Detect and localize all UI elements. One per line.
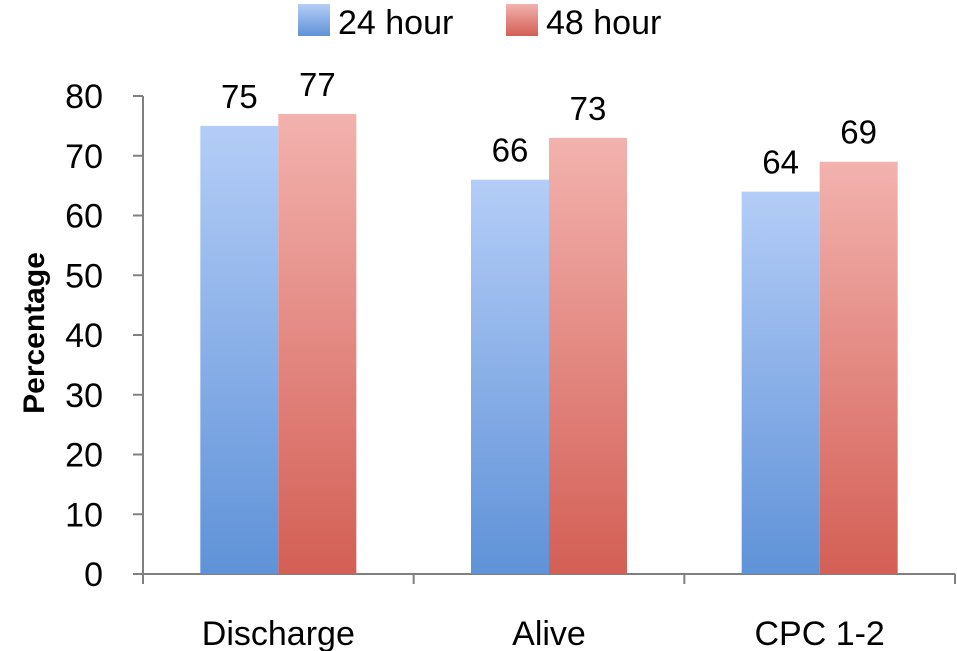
- y-tick-label: 10: [65, 496, 103, 534]
- data-label: 66: [492, 132, 529, 169]
- y-tick-label: 0: [84, 556, 103, 594]
- y-tick-label: 60: [65, 198, 103, 236]
- legend-label-24-hour: 24 hour: [338, 4, 453, 42]
- x-ticks: [142, 574, 956, 584]
- category-label: Discharge: [202, 615, 355, 651]
- data-label: 69: [840, 114, 877, 151]
- data-label: 64: [762, 144, 799, 181]
- bar-48-hour-Discharge: [278, 113, 357, 575]
- data-label: 77: [299, 66, 336, 103]
- data-label: 75: [221, 78, 258, 115]
- legend-swatch-24-hour: [298, 4, 330, 36]
- y-ticks: 0 10 20 30 40 50 60 70 80: [65, 78, 143, 594]
- category-label: Alive: [512, 615, 586, 651]
- data-label: 73: [570, 90, 607, 127]
- bar-48-hour-CPC-1-2: [819, 161, 898, 574]
- y-tick-label: 70: [65, 138, 103, 176]
- y-tick-label: 40: [65, 317, 103, 355]
- bar-24-hour-CPC-1-2: [741, 191, 820, 574]
- category-labels: Discharge Alive CPC 1-2: [202, 615, 885, 651]
- y-tick-label: 20: [65, 437, 103, 475]
- bar-24-hour-Alive: [471, 179, 549, 574]
- y-tick-label: 50: [65, 257, 103, 295]
- bars: [200, 113, 898, 575]
- y-tick-label: 80: [65, 78, 103, 116]
- y-axis-title: Percentage: [18, 252, 51, 414]
- bar-48-hour-Alive: [549, 137, 627, 574]
- legend-swatch-48-hour: [506, 4, 538, 36]
- data-labels: 75 77 66 73 64 69: [221, 66, 877, 181]
- legend-label-48-hour: 48 hour: [546, 4, 661, 42]
- legend: 24 hour 48 hour: [298, 4, 661, 42]
- category-label: CPC 1-2: [754, 615, 884, 651]
- bar-24-hour-Discharge: [200, 125, 279, 574]
- y-tick-label: 30: [65, 377, 103, 415]
